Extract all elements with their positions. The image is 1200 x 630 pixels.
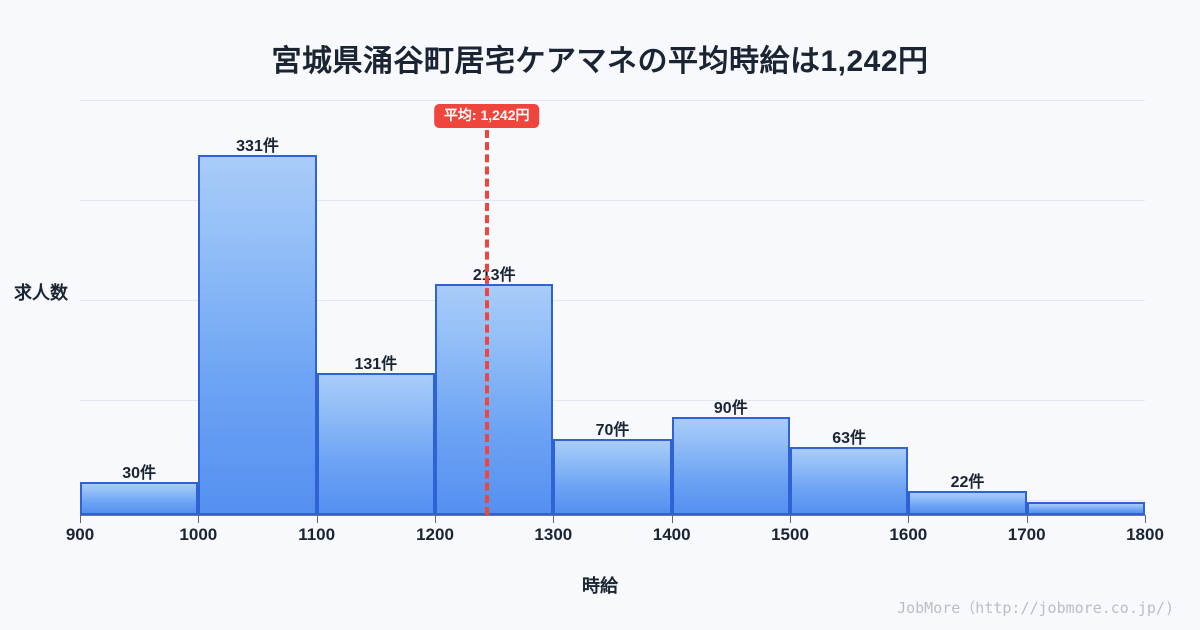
x-axis-tick-label: 900 — [65, 525, 95, 544]
average-badge: 平均: 1,242円 — [433, 104, 540, 129]
x-axis-line — [80, 515, 1145, 516]
bar-value-label: 30件 — [122, 465, 157, 483]
x-axis-tick-label: 1100 — [298, 525, 336, 544]
page-title: 宮城県涌谷町居宅ケアマネの平均時給は1,242円 — [271, 45, 929, 78]
plot-area: 30件 331件 131件 213件 70件 90件 63件 22件 平均: 1,242円 — [80, 100, 1145, 515]
x-axis-tick-label: 1600 — [889, 525, 928, 544]
x-axis-tick — [80, 515, 81, 523]
bar-value-label: 331件 — [236, 138, 279, 156]
x-axis-tick — [553, 515, 555, 523]
y-axis-title: 求人数 — [14, 283, 68, 303]
x-axis-title: 時給 — [582, 576, 618, 596]
average-line — [484, 130, 489, 515]
bar-value-label: 213件 — [472, 266, 516, 284]
gridline — [80, 399, 1145, 401]
bar-value-label: 63件 — [832, 429, 867, 447]
bar — [198, 155, 317, 515]
bar-value-label: 70件 — [595, 421, 630, 439]
x-axis-tick-label: 1500 — [771, 525, 809, 544]
bar — [1026, 501, 1145, 515]
bar — [80, 482, 199, 515]
x-axis-tick — [316, 515, 318, 523]
x-axis-tick-label: 1700 — [1007, 525, 1046, 544]
bar — [671, 417, 790, 515]
x-axis-tick-label: 1300 — [534, 525, 573, 544]
bar — [908, 491, 1027, 515]
bar — [790, 446, 909, 515]
bar-value-label: 22件 — [950, 474, 985, 492]
x-axis-tick — [908, 515, 910, 523]
watermark-credit: JobMore（http://jobmore.co.jp/) — [897, 599, 1174, 617]
x-axis-tick — [1145, 515, 1146, 523]
x-axis-tick — [671, 515, 673, 523]
x-axis-tick — [790, 515, 791, 523]
x-axis-tick-label: 1200 — [416, 525, 454, 544]
x-axis-tick-label: 1400 — [652, 525, 691, 544]
x-axis-tick — [435, 515, 436, 523]
x-axis-tick-label: 1800 — [1126, 525, 1164, 544]
bar-value-label: 90件 — [713, 400, 748, 418]
gridline — [80, 299, 1145, 301]
bar-value-label: 131件 — [354, 355, 398, 373]
x-axis-tick — [1026, 515, 1028, 523]
gridline — [80, 199, 1145, 201]
x-axis-tick-label: 1000 — [179, 525, 218, 544]
bar — [435, 283, 554, 515]
gridline — [80, 100, 1145, 101]
bar — [316, 372, 435, 515]
bar — [553, 438, 672, 515]
x-axis-tick — [198, 515, 200, 523]
